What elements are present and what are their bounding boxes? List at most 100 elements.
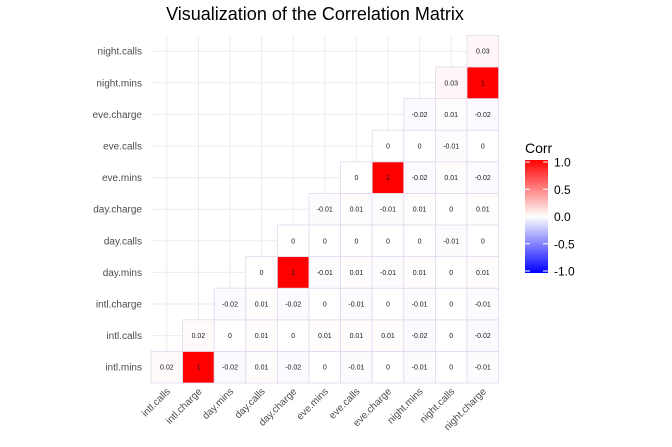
y-tick-label-day-calls: day.calls — [104, 236, 142, 247]
cell-eve-mins-intl-calls-label: 0.01 — [318, 333, 332, 340]
cell-eve-mins-day-charge — [308, 192, 342, 226]
cell-night-charge-intl-charge — [466, 287, 500, 321]
cell-eve-charge-intl-calls-label: 0.01 — [381, 333, 395, 340]
cell-night-charge-day-calls-label: 0 — [481, 238, 485, 245]
cell-intl-charge-intl-mins-label: 1 — [196, 365, 200, 372]
cell-day-mins-intl-mins — [213, 350, 247, 384]
cell-night-calls-eve-charge-label: 0.01 — [444, 112, 458, 119]
cell-eve-charge-intl-charge-label: 0 — [386, 302, 390, 309]
cell-night-mins-eve-calls — [403, 129, 436, 163]
y-tick-label-eve-calls: eve.calls — [103, 142, 142, 153]
cell-eve-charge-day-calls-label: 0 — [386, 238, 390, 245]
cell-day-charge-day-mins — [276, 256, 310, 289]
cell-night-mins-day-mins — [403, 256, 436, 289]
legend-tick-label-1: 0.5 — [554, 183, 571, 197]
cell-night-charge-eve-calls — [466, 129, 500, 163]
cell-day-calls-day-mins-label: 0 — [260, 270, 264, 277]
cell-night-calls-intl-calls — [434, 319, 468, 352]
cell-night-charge-night-mins — [466, 66, 500, 100]
cell-night-mins-intl-mins-label: -0.01 — [412, 365, 428, 372]
cell-night-calls-day-calls-label: -0.01 — [443, 238, 459, 245]
legend-tick-label-0: 1.0 — [554, 156, 571, 170]
cell-intl-calls-intl-mins-label: 0.02 — [160, 365, 174, 372]
cell-night-charge-eve-charge — [466, 98, 500, 131]
cell-night-mins-eve-mins — [403, 161, 436, 194]
cell-night-calls-night-mins-label: 0.03 — [444, 80, 458, 87]
x-tick-label-eve-mins: eve.mins — [295, 386, 331, 422]
cell-night-charge-intl-charge-label: -0.01 — [475, 302, 491, 309]
cell-eve-calls-intl-calls — [340, 319, 373, 352]
cell-night-mins-eve-mins-label: -0.02 — [412, 175, 428, 182]
y-axis: intl.mins intl.calls intl.charge day.mins da… — [93, 47, 143, 374]
cell-night-mins-intl-charge — [403, 287, 436, 321]
cell-eve-calls-intl-charge — [340, 287, 373, 321]
cell-day-mins-intl-mins-label: -0.02 — [222, 365, 238, 372]
cell-day-charge-intl-mins-label: -0.02 — [285, 365, 301, 372]
cell-eve-calls-eve-mins-label: 0 — [354, 175, 358, 182]
legend-ticks: 1.0 0.5 0.0 -0.5 -1.0 — [525, 156, 575, 279]
cell-eve-mins-day-calls-label: 0 — [323, 238, 327, 245]
y-tick-label-intl-charge: intl.charge — [96, 300, 143, 311]
cell-eve-charge-day-charge — [371, 192, 405, 226]
cell-night-calls-eve-mins-label: 0.01 — [444, 175, 458, 182]
cell-day-charge-day-mins-label: 1 — [291, 270, 295, 277]
y-tick-label-eve-mins: eve.mins — [102, 173, 142, 184]
cell-night-charge-intl-calls-label: -0.02 — [475, 333, 491, 340]
cell-night-mins-day-charge-label: 0.01 — [413, 207, 427, 214]
cell-intl-charge-intl-calls-label: 0.02 — [192, 333, 206, 340]
cell-eve-calls-eve-mins — [340, 161, 373, 194]
cell-night-mins-intl-charge-label: -0.01 — [412, 302, 428, 309]
cell-eve-calls-intl-mins-label: -0.01 — [348, 365, 364, 372]
y-tick-label-intl-mins: intl.mins — [105, 363, 142, 374]
cell-night-charge-night-calls-label: 0.03 — [476, 49, 490, 56]
cell-night-mins-day-calls-label: 0 — [418, 238, 422, 245]
cell-night-charge-night-mins-label: 1 — [481, 80, 485, 87]
y-tick-label-eve-charge: eve.charge — [93, 110, 143, 121]
y-tick-label-night-mins: night.mins — [96, 78, 142, 89]
legend-color-bar — [525, 160, 548, 273]
cell-night-mins-day-mins-label: 0.01 — [413, 270, 427, 277]
cell-day-calls-day-mins — [245, 256, 278, 289]
cell-night-charge-eve-charge-label: -0.02 — [475, 112, 491, 119]
cell-eve-mins-intl-mins-label: 0 — [323, 365, 327, 372]
cell-night-calls-eve-calls-label: -0.01 — [443, 144, 459, 151]
chart-title: Visualization of the Correlation Matrix — [166, 4, 464, 24]
cell-night-charge-day-charge-label: 0.01 — [476, 207, 490, 214]
cell-day-charge-day-calls-label: 0 — [291, 238, 295, 245]
cell-day-charge-intl-charge — [276, 287, 310, 321]
cell-eve-calls-intl-calls-label: 0.01 — [350, 333, 364, 340]
cell-day-mins-intl-charge — [213, 287, 247, 321]
cell-night-calls-intl-mins-label: 0 — [449, 365, 453, 372]
cell-eve-calls-day-calls-label: 0 — [354, 238, 358, 245]
cell-day-mins-intl-calls-label: 0 — [228, 333, 232, 340]
cell-eve-charge-day-mins-label: -0.01 — [380, 270, 396, 277]
cell-day-mins-intl-charge-label: -0.02 — [222, 302, 238, 309]
cell-day-calls-intl-charge-label: 0.01 — [255, 302, 269, 309]
y-tick-label-day-charge: day.charge — [93, 205, 142, 216]
cell-night-charge-eve-calls-label: 0 — [481, 144, 485, 151]
cell-night-mins-eve-charge — [403, 98, 436, 131]
cell-eve-charge-eve-calls — [371, 129, 405, 163]
cell-night-charge-day-calls — [466, 224, 500, 258]
cell-night-charge-eve-mins-label: -0.02 — [475, 175, 491, 182]
legend-title: Corr — [525, 140, 553, 156]
cell-night-charge-intl-calls — [466, 319, 500, 352]
cell-day-calls-intl-mins-label: 0.01 — [255, 365, 269, 372]
cell-night-calls-intl-charge — [434, 287, 468, 321]
cell-night-mins-intl-calls-label: -0.02 — [412, 333, 428, 340]
legend-tick-label-4: -1.0 — [554, 265, 575, 279]
cell-night-charge-day-mins — [466, 256, 500, 289]
cell-eve-charge-intl-mins-label: 0 — [386, 365, 390, 372]
cell-eve-charge-day-calls — [371, 224, 405, 258]
legend: Corr 1.0 0.5 0.0 -0.5 -1.0 — [525, 140, 575, 279]
cell-eve-mins-day-mins-label: -0.01 — [317, 270, 333, 277]
cell-night-calls-day-calls — [434, 224, 468, 258]
cell-night-charge-night-calls — [466, 35, 500, 68]
cell-eve-mins-intl-charge-label: 0 — [323, 302, 327, 309]
cell-eve-mins-day-charge-label: -0.01 — [317, 207, 333, 214]
cell-night-mins-intl-mins — [403, 350, 436, 384]
y-tick-label-day-mins: day.mins — [103, 268, 142, 279]
cell-eve-calls-day-mins-label: 0.01 — [350, 270, 364, 277]
cell-night-calls-day-mins-label: 0 — [449, 270, 453, 277]
cell-eve-mins-intl-charge — [308, 287, 342, 321]
